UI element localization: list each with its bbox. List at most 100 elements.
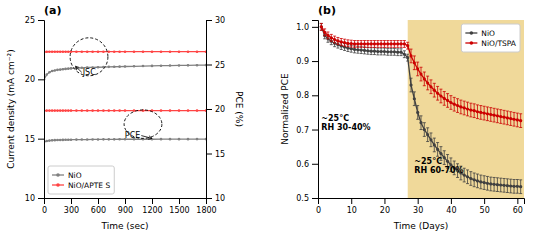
point (439, 152, 442, 155)
y-axis: 0.50.60.70.80.91.0 (296, 21, 318, 204)
tick-mark (351, 198, 352, 204)
point (51, 109, 54, 112)
legend-marker (470, 31, 474, 35)
tick: 300 (64, 198, 79, 215)
point (118, 138, 121, 141)
tick-label: 25 (25, 16, 35, 25)
tick: 1200 (142, 198, 162, 215)
error-bar (393, 48, 396, 55)
point (516, 118, 519, 121)
point (48, 139, 51, 142)
error-bar (493, 108, 496, 122)
tick-mark (71, 198, 72, 204)
point (346, 42, 349, 45)
point (56, 50, 59, 53)
point (416, 67, 419, 70)
error-bar (353, 41, 356, 48)
point (62, 68, 65, 71)
point (436, 148, 439, 151)
error-bar (463, 101, 466, 115)
error-bar (503, 110, 506, 124)
tick: 900 (118, 198, 133, 215)
tick: 0 (42, 198, 47, 215)
tick-label: 10 (215, 194, 225, 203)
point (56, 139, 59, 142)
tick: 0.9 (296, 57, 318, 66)
point (419, 72, 422, 75)
tick-mark (125, 198, 126, 204)
point (178, 64, 181, 67)
point (330, 36, 333, 39)
error-bar (506, 111, 509, 125)
point (406, 44, 409, 47)
point (108, 109, 111, 112)
error-bar (433, 138, 436, 152)
x-axis-label: Time (sec) (100, 221, 148, 231)
error-bar (400, 49, 403, 56)
point (64, 109, 67, 112)
point (383, 42, 386, 45)
point (160, 109, 163, 112)
error-bar (506, 179, 509, 193)
error-bar (420, 116, 423, 130)
tick: 30 (206, 16, 225, 25)
error-bar (390, 48, 393, 55)
point (133, 50, 136, 53)
tick-mark (206, 20, 212, 21)
point (473, 178, 476, 181)
error-bar (406, 42, 409, 49)
point (160, 64, 163, 67)
y-axis-label: Normalized PCE (280, 73, 290, 145)
tick-label: 1.0 (296, 23, 309, 32)
tick-mark (312, 198, 318, 199)
point (389, 42, 392, 45)
tick-label: 15 (215, 150, 225, 159)
tick-mark (206, 65, 212, 66)
tick-label: 20 (25, 75, 35, 84)
point (86, 50, 89, 53)
point (413, 61, 416, 64)
axis-line (38, 21, 45, 199)
error-bar (483, 176, 486, 190)
point (196, 138, 199, 141)
point (479, 111, 482, 114)
point (496, 114, 499, 117)
axis-line (312, 21, 319, 199)
error-bar (446, 94, 449, 108)
point (353, 48, 356, 51)
point (399, 51, 402, 54)
point (70, 67, 73, 70)
tick-mark (312, 61, 318, 62)
point (169, 50, 172, 53)
point (67, 67, 70, 70)
point (48, 109, 51, 112)
error-bar (386, 48, 389, 55)
tick-mark (312, 130, 318, 131)
point (205, 138, 206, 141)
point (205, 109, 206, 112)
tick: 1.0 (296, 23, 318, 32)
tick-mark (152, 198, 153, 204)
point (108, 50, 111, 53)
point (64, 138, 67, 141)
legend-box (48, 166, 114, 194)
point (509, 184, 512, 187)
point (366, 49, 369, 52)
point (443, 97, 446, 100)
error-bar (439, 89, 442, 103)
point (169, 138, 172, 141)
error-bar (390, 41, 393, 48)
plot-area (320, 20, 524, 198)
point (133, 65, 136, 68)
error-bar (346, 40, 349, 47)
point (178, 138, 181, 141)
error-bar (479, 175, 482, 189)
point (205, 64, 206, 67)
point (187, 109, 190, 112)
point (196, 109, 199, 112)
point (419, 121, 422, 124)
point (62, 109, 65, 112)
point (512, 185, 515, 188)
point (416, 111, 419, 114)
error-bar (413, 56, 416, 70)
